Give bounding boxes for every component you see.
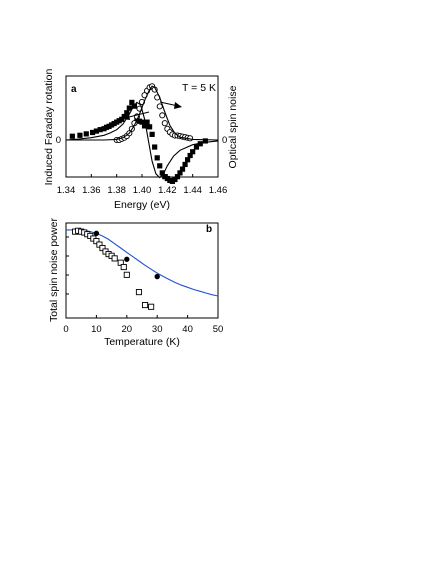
- panel-a-point-0-37: [179, 166, 186, 172]
- panel-b-label: b: [206, 224, 212, 235]
- arrow-right-axis: [159, 101, 182, 109]
- panel-a-x-tick-label: 1.44: [183, 185, 202, 196]
- panel-a-annotation: T = 5 K: [182, 82, 216, 94]
- panel-a-x-tick-label: 1.42: [158, 185, 177, 196]
- panel-a-point-0-24: [147, 124, 153, 130]
- panel-b-plot-frame: [65, 222, 219, 319]
- panel-a-point-0-13: [119, 116, 125, 122]
- panel-b-point-1-16: [123, 271, 130, 278]
- panel-a-point-0-5: [97, 127, 103, 133]
- panel-a-point-0-38: [182, 161, 188, 168]
- panel-a-x-tick-label: 1.38: [107, 185, 126, 196]
- panel-a-label: a: [71, 84, 77, 95]
- panel-a-point-0-15: [124, 110, 130, 116]
- panel-a-point-0-41: [190, 149, 196, 155]
- panel-a-point-0-0: [69, 133, 75, 139]
- panel-a-point-0-14: [121, 113, 127, 120]
- panel-a-y-axis-label-right: Optical spin noise: [227, 85, 239, 168]
- panel-b-point-1-19: [148, 303, 155, 310]
- panel-a-x-ticks: 1.34 1.36 1.38 1.40 1.42 1.44 1.46: [57, 174, 228, 196]
- panel-a-fit-line-3: [66, 85, 219, 141]
- panel-a-point-0-39: [185, 157, 191, 163]
- panel-b-point-0-2: [124, 256, 130, 262]
- panel-a-point-0-27: [154, 155, 160, 161]
- panel-b-x-tick-label: 20: [122, 324, 133, 335]
- panel-b-point-1-18: [141, 301, 149, 309]
- panel-a-point-0-1: [77, 132, 83, 138]
- panel-a-point-0-26: [152, 144, 158, 150]
- panel-b-point-1-17: [135, 289, 143, 296]
- panel-a-y-right-tick-zero: 0: [222, 135, 227, 146]
- panel-a-marks: [65, 83, 219, 184]
- panel-a-point-1-17: [156, 103, 163, 110]
- panel-b-x-tick-label: 50: [213, 324, 224, 335]
- panel-a-point-0-44: [202, 138, 208, 144]
- panel-a-point-1-18: [159, 112, 166, 119]
- panel-a-x-axis-label: Energy (eV): [114, 199, 170, 211]
- panel-a-point-0-21: [139, 119, 145, 125]
- panel-a: 1.34 1.36 1.38 1.40 1.42 1.44 1.46 a T = 5 K 0…: [43, 68, 239, 211]
- panel-a-y-left-tick-zero: 0: [56, 135, 61, 146]
- panel-b-point-0-3: [154, 273, 160, 280]
- panel-a-point-0-25: [149, 131, 155, 137]
- panel-a-point-1-19: [161, 120, 168, 127]
- panel-a-x-tick-label: 1.40: [133, 185, 152, 196]
- panel-b-point-1-15: [120, 263, 127, 271]
- panel-b-fit-line: [66, 229, 219, 297]
- panel-a-point-0-34: [172, 176, 178, 183]
- panel-a-point-0-22: [141, 123, 148, 129]
- panel-a-point-0-16: [126, 105, 132, 111]
- panel-b-x-tick-label: 0: [63, 324, 68, 335]
- panel-b-x-axis-label: Temperature (K): [104, 336, 180, 348]
- panel-a-point-0-3: [90, 129, 96, 136]
- panel-a-point-0-42: [193, 144, 200, 150]
- panel-a-fit-line-2: [65, 101, 219, 179]
- panel-a-point-0-36: [177, 170, 183, 176]
- panel-b-x-ticks: 0 10 20 30 40 50: [63, 315, 223, 335]
- panel-a-point-0-35: [174, 174, 181, 180]
- panel-b: 0 10 20 30 40 50 b Temperature (K) Total spin…: [48, 218, 223, 348]
- panel-b-point-1-13: [111, 255, 118, 262]
- panel-a-point-0-29: [159, 170, 165, 176]
- panel-b-x-tick-label: 30: [152, 324, 163, 335]
- panel-a-x-tick-label: 1.46: [209, 185, 228, 196]
- panel-b-x-tick-label: 10: [91, 324, 102, 335]
- panel-a-x-tick-label: 1.36: [82, 185, 101, 196]
- arrow-left-axis: [122, 111, 150, 120]
- panel-a-point-0-4: [93, 128, 99, 134]
- panel-a-point-0-28: [157, 163, 163, 169]
- panel-a-point-0-17: [129, 99, 135, 105]
- panel-b-y-tick-marks: [66, 236, 69, 295]
- panel-b-marks: [66, 227, 219, 310]
- panel-a-point-0-40: [187, 152, 193, 159]
- panel-b-y-axis-label: Total spin noise power: [48, 218, 60, 322]
- panel-b-x-tick-label: 40: [182, 324, 193, 335]
- panel-a-point-0-23: [144, 119, 150, 125]
- panel-a-y-axis-label-left: Induced Faraday rotation: [43, 68, 55, 185]
- panel-a-x-tick-label: 1.34: [57, 185, 76, 196]
- panel-b-point-0-1: [93, 230, 100, 237]
- panel-a-point-0-2: [83, 131, 89, 137]
